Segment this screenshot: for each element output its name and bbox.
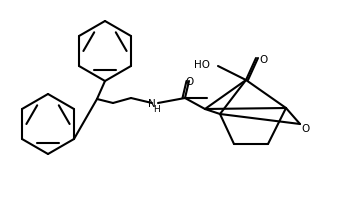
Text: H: H <box>154 105 160 114</box>
Text: O: O <box>302 123 310 133</box>
Text: N: N <box>148 98 156 109</box>
Text: O: O <box>259 55 267 65</box>
Text: HO: HO <box>194 60 210 70</box>
Text: O: O <box>186 77 194 87</box>
